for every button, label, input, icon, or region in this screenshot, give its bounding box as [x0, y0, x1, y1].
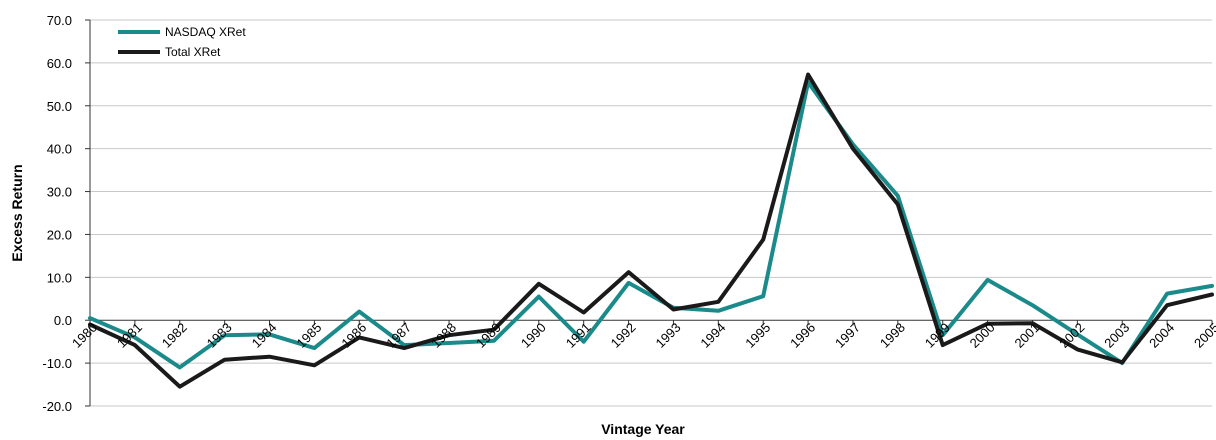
gridlines [85, 19, 1212, 407]
y-tick-label: 60.0 [47, 56, 72, 71]
y-tick-labels: -20.0 -10.0 0.0 10.0 20.0 30.0 40.0 50.0 60.0 70.… [42, 13, 72, 414]
y-tick-label: 30.0 [47, 185, 72, 200]
x-tick-label: 2003 [1101, 320, 1132, 351]
y-tick-label: -10.0 [42, 356, 72, 371]
x-tick-label: 1996 [787, 320, 818, 351]
y-tick-label: -20.0 [42, 399, 72, 414]
x-tick-label: 1999 [922, 320, 953, 351]
series-line-total [88, 72, 1214, 389]
y-tick-label: 0.0 [54, 313, 72, 328]
x-tick-label: 1998 [877, 320, 908, 351]
series-line-nasdaq [88, 80, 1214, 370]
y-tick-label: 70.0 [47, 13, 72, 28]
legend-label-total: Total XRet [165, 45, 221, 59]
x-axis-title: Vintage Year [601, 421, 685, 437]
x-tick-label: 1995 [742, 320, 773, 351]
x-tick-label: 1990 [518, 320, 549, 351]
x-tick-label: 1993 [653, 320, 684, 351]
x-tick-label: 1981 [114, 320, 145, 351]
x-tick-label: 1982 [159, 320, 190, 351]
y-axis-title: Excess Return [9, 164, 25, 261]
x-tick-label: 1980 [69, 320, 100, 351]
y-tick-label: 40.0 [47, 142, 72, 157]
y-tick-label: 20.0 [47, 227, 72, 242]
y-tick-label: 10.0 [47, 270, 72, 285]
x-tick-label: 1994 [697, 320, 728, 351]
x-tick-label: 2005 [1191, 320, 1216, 351]
y-tick-label: 50.0 [47, 99, 72, 114]
legend: NASDAQ XRet Total XRet [118, 25, 246, 59]
axes [89, 20, 1213, 406]
x-tick-label: 1992 [608, 320, 639, 351]
x-tick-label: 1997 [832, 320, 863, 351]
series-lines [88, 72, 1214, 389]
legend-label-nasdaq: NASDAQ XRet [165, 25, 246, 39]
